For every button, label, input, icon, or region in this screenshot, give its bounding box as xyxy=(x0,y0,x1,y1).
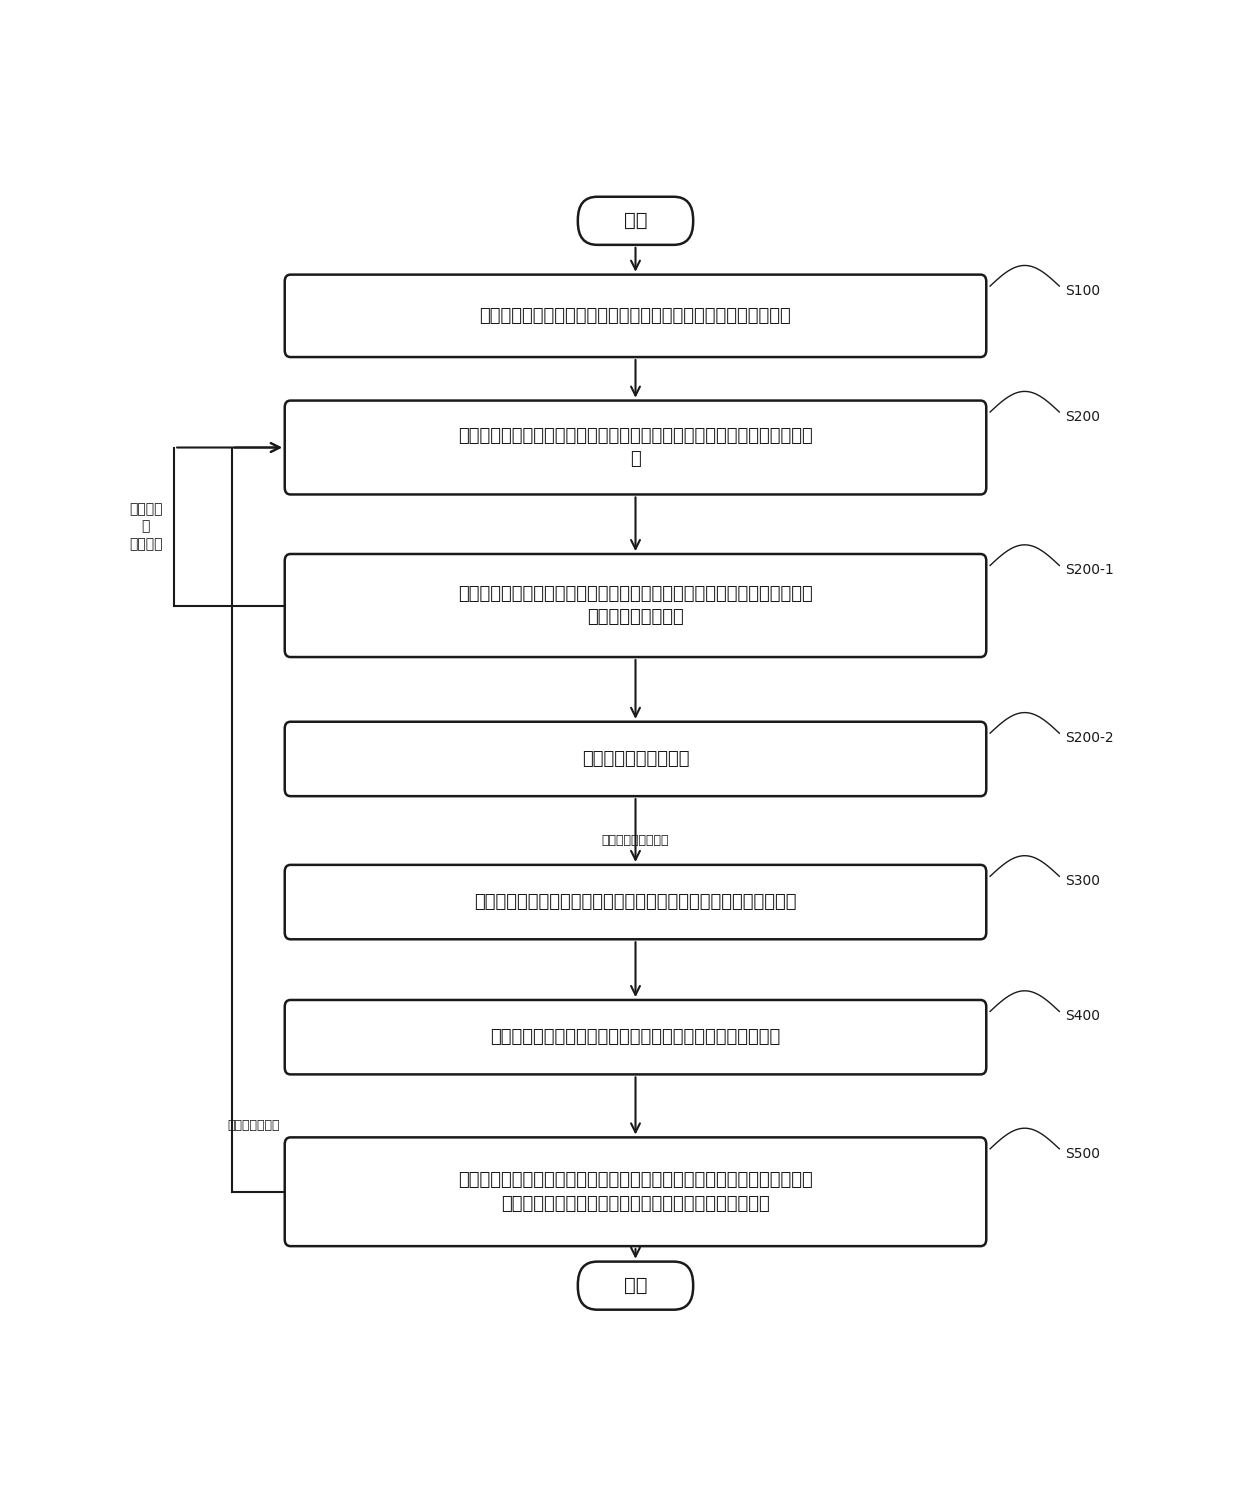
Text: 当显示单元接收解锁指纹时，判断期望交互是否符合指纹识别条件，当期望
交互无法满足指纹识别条件时，修改期望交互的图像参数: 当显示单元接收解锁指纹时，判断期望交互是否符合指纹识别条件，当期望 交互无法满足… xyxy=(458,1170,813,1212)
FancyBboxPatch shape xyxy=(285,721,986,796)
Text: S200-2: S200-2 xyxy=(1065,732,1114,745)
Text: S500: S500 xyxy=(1065,1146,1100,1160)
Text: 开始: 开始 xyxy=(624,211,647,230)
Text: 配置单元接收对交互界面的修改指令，并下发修改指令至智能终端的控制单
元: 配置单元接收对交互界面的修改指令，并下发修改指令至智能终端的控制单 元 xyxy=(458,427,813,468)
Text: 结束: 结束 xyxy=(624,1276,647,1295)
FancyBboxPatch shape xyxy=(578,1261,693,1310)
Text: S300: S300 xyxy=(1065,874,1100,888)
Text: 确认指令为拒绝: 确认指令为拒绝 xyxy=(227,1118,280,1132)
Text: S400: S400 xyxy=(1065,1010,1100,1023)
Text: 控制单元根据修改指令改变交互界面的显示参数，以形成一期望交互: 控制单元根据修改指令改变交互界面的显示参数，以形成一期望交互 xyxy=(474,894,797,912)
Text: 确认指令为接受修改: 确认指令为接受修改 xyxy=(601,834,670,846)
Text: S200: S200 xyxy=(1065,410,1100,424)
FancyBboxPatch shape xyxy=(285,865,986,940)
Text: 控制单元将期望交互发送至显示单元，显示单元显示期望交互: 控制单元将期望交互发送至显示单元，显示单元显示期望交互 xyxy=(490,1028,781,1047)
Text: S100: S100 xyxy=(1065,284,1100,297)
FancyBboxPatch shape xyxy=(285,400,986,495)
FancyBboxPatch shape xyxy=(285,555,986,657)
Text: 智能终端内构建一配置单元，配置单元与屏下指纹的交互界面关联: 智能终端内构建一配置单元，配置单元与屏下指纹的交互界面关联 xyxy=(480,306,791,324)
Text: 控制单元控制显示界面显示一预览界面，预览界面包括根据修改指令修改的
预览交互及确认交互: 控制单元控制显示界面显示一预览界面，预览界面包括根据修改指令修改的 预览交互及确… xyxy=(458,584,813,626)
Text: S200-1: S200-1 xyxy=(1065,564,1114,577)
FancyBboxPatch shape xyxy=(285,999,986,1075)
Text: 确认交互接收确认指令: 确认交互接收确认指令 xyxy=(582,749,689,767)
FancyBboxPatch shape xyxy=(578,196,693,245)
FancyBboxPatch shape xyxy=(285,275,986,357)
FancyBboxPatch shape xyxy=(285,1138,986,1246)
Text: 确认指令
为
拒绝修改: 确认指令 为 拒绝修改 xyxy=(129,503,162,550)
